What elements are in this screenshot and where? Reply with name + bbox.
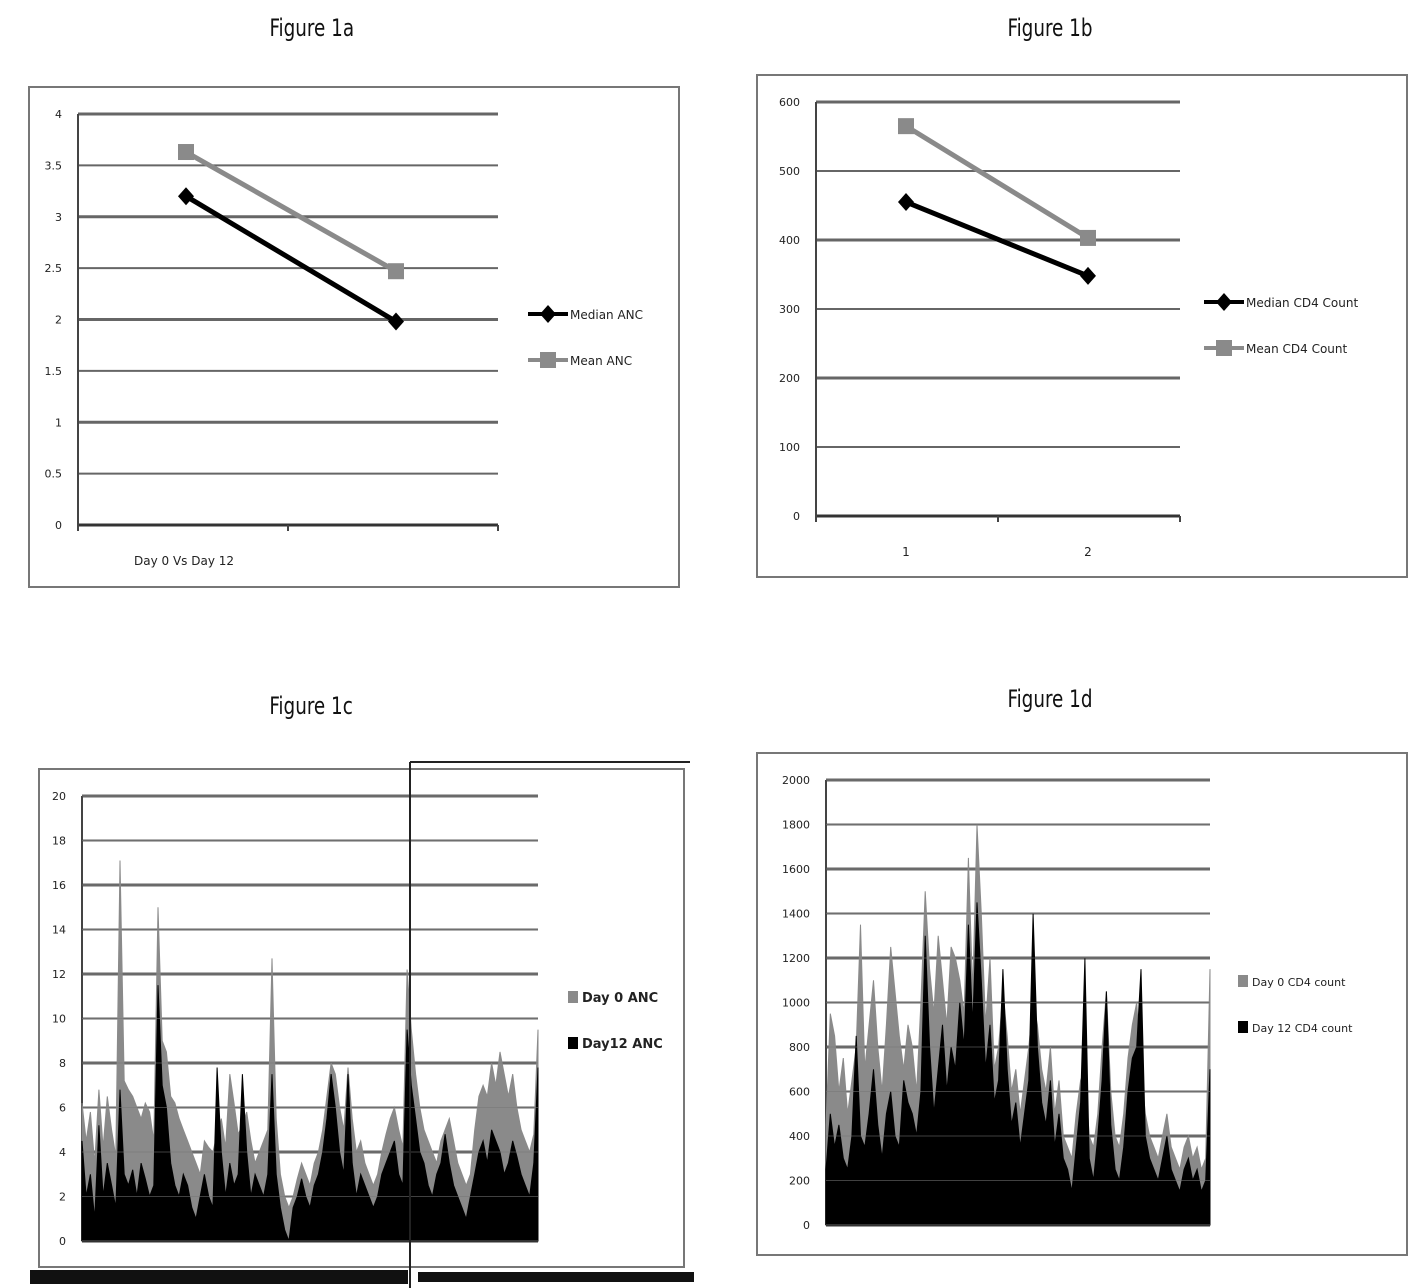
data-point-b-1-0: [898, 118, 914, 135]
y-tick-label-d-0: 0: [803, 1219, 810, 1232]
y-tick-label-a-0: 0: [55, 519, 62, 532]
series-line-b-0: [905, 199, 1089, 279]
legend-marker-b-0: [1216, 293, 1232, 311]
data-point-b-1-1: [1080, 229, 1096, 246]
figure-1d-title: Figure 1d: [1007, 685, 1093, 713]
y-tick-label-b-0: 0: [793, 510, 800, 523]
y-tick-label-a-1: 0.5: [45, 468, 63, 481]
y-tick-label-c-8: 16: [52, 879, 66, 892]
y-tick-label-c-0: 0: [59, 1235, 66, 1248]
legend-marker-a-0: [540, 305, 556, 323]
figure-1c-title: Figure 1c: [269, 692, 353, 720]
y-tick-label-a-7: 3.5: [45, 159, 63, 172]
y-tick-label-a-2: 1: [55, 416, 62, 429]
y-tick-label-b-4: 400: [779, 234, 800, 247]
legend-label-b-1: Mean CD4 Count: [1246, 342, 1348, 356]
y-tick-label-d-3: 600: [789, 1086, 810, 1099]
data-point-a-1-1: [388, 263, 404, 280]
y-tick-label-c-6: 12: [52, 968, 66, 981]
y-tick-label-d-10: 2000: [782, 774, 810, 787]
data-point-b-0-0: [898, 193, 914, 212]
legend-label-d-0: Day 0 CD4 count: [1252, 976, 1346, 989]
legend-label-c-1: Day12 ANC: [582, 1037, 663, 1052]
legend-swatch-d-0: [1238, 975, 1248, 987]
legend-swatch-c-0: [568, 991, 578, 1003]
legend-swatch-c-1: [568, 1037, 578, 1049]
data-point-a-1-0: [178, 144, 194, 161]
y-tick-label-d-6: 1200: [782, 952, 810, 965]
series-line-b-1: [904, 124, 1090, 241]
y-tick-label-b-5: 500: [779, 165, 800, 178]
legend-label-c-0: Day 0 ANC: [582, 991, 658, 1006]
y-tick-label-a-5: 2.5: [45, 262, 63, 275]
y-tick-label-c-2: 4: [59, 1146, 66, 1159]
x-tick-label-a-0: Day 0 Vs Day 12: [134, 554, 234, 568]
legend-label-a-1: Mean ANC: [570, 354, 632, 368]
legend-label-d-1: Day 12 CD4 count: [1252, 1022, 1353, 1035]
y-tick-label-a-4: 2: [55, 314, 62, 327]
y-tick-label-b-2: 200: [779, 372, 800, 385]
figure-1a-title: Figure 1a: [269, 14, 355, 42]
figure-1a-frame: [28, 86, 680, 588]
y-tick-label-b-6: 600: [779, 96, 800, 109]
data-point-a-0-1: [388, 312, 404, 331]
x-tick-label-b-1: 2: [1084, 545, 1092, 559]
figure-1c-bottom-strip-left: [30, 1270, 408, 1284]
y-tick-label-d-4: 800: [789, 1041, 810, 1054]
figure-1c-bottom-strip-right: [418, 1272, 694, 1282]
y-tick-label-c-5: 10: [52, 1013, 66, 1026]
series-line-a-0: [184, 194, 398, 324]
y-tick-label-d-8: 1600: [782, 863, 810, 876]
series-area-c-0: [81, 860, 539, 1242]
legend-swatch-d-1: [1238, 1021, 1248, 1033]
legend-label-a-0: Median ANC: [570, 308, 643, 322]
legend-label-b-0: Median CD4 Count: [1246, 296, 1358, 310]
y-tick-label-c-10: 20: [52, 790, 66, 803]
y-tick-label-a-8: 4: [55, 108, 62, 121]
y-tick-label-d-5: 1000: [782, 997, 810, 1010]
legend-marker-b-1: [1216, 340, 1232, 356]
y-tick-label-d-7: 1400: [782, 908, 810, 921]
x-tick-label-b-0: 1: [902, 545, 910, 559]
y-tick-label-d-2: 400: [789, 1130, 810, 1143]
y-tick-label-a-3: 1.5: [45, 365, 63, 378]
y-tick-label-c-7: 14: [52, 924, 66, 937]
data-point-b-0-1: [1080, 266, 1096, 285]
y-tick-label-c-1: 2: [59, 1191, 66, 1204]
y-tick-label-b-1: 100: [779, 441, 800, 454]
y-tick-label-c-3: 6: [59, 1102, 66, 1115]
series-area-d-1: [825, 902, 1211, 1226]
y-tick-label-d-9: 1800: [782, 819, 810, 832]
series-line-a-1: [184, 149, 398, 274]
figure-1b-title: Figure 1b: [1007, 14, 1093, 42]
figure-1b-frame: [756, 74, 1408, 578]
legend-marker-a-1: [540, 352, 556, 368]
y-tick-label-c-4: 8: [59, 1057, 66, 1070]
y-tick-label-a-6: 3: [55, 211, 62, 224]
y-tick-label-b-3: 300: [779, 303, 800, 316]
y-tick-label-c-9: 18: [52, 835, 66, 848]
y-tick-label-d-1: 200: [789, 1175, 810, 1188]
data-point-a-0-0: [178, 187, 194, 206]
